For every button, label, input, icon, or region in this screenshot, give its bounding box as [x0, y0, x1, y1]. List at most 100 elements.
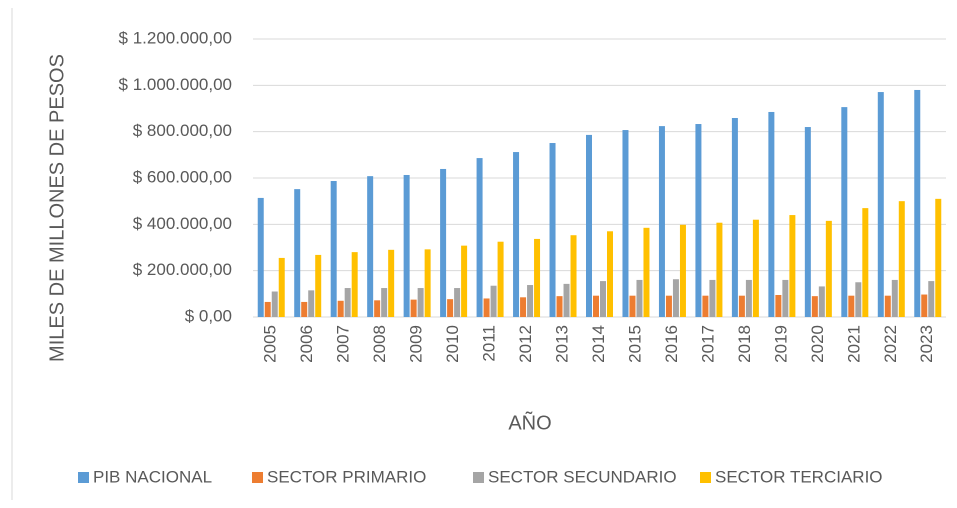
bar	[454, 288, 461, 317]
y-tick-label: $ 1.200.000,00	[119, 28, 232, 47]
x-tick-label: 2019	[771, 325, 790, 363]
bar	[716, 222, 723, 317]
bar	[447, 299, 454, 317]
x-tick-label: 2016	[662, 325, 681, 363]
legend-label: SECTOR SECUNDARIO	[488, 467, 677, 486]
bar	[520, 297, 527, 317]
bar	[490, 285, 497, 317]
bar	[497, 241, 504, 317]
y-tick-label: $ 0,00	[185, 306, 232, 325]
x-tick-label: 2023	[917, 325, 936, 363]
x-tick-label: 2006	[297, 325, 316, 363]
bar	[818, 286, 825, 317]
bar	[534, 238, 541, 317]
bar	[921, 294, 928, 317]
bar	[636, 279, 643, 317]
x-tick-label: 2021	[844, 325, 863, 363]
legend-swatch	[252, 472, 263, 483]
x-axis-label: AÑO	[508, 410, 551, 434]
bar	[877, 92, 884, 317]
bar	[914, 89, 921, 317]
bar	[811, 296, 818, 317]
bar	[271, 291, 278, 317]
bar	[374, 300, 381, 317]
legend-label: SECTOR TERCIARIO	[715, 467, 883, 486]
bar	[679, 224, 686, 317]
bar	[351, 252, 358, 317]
bar	[388, 249, 395, 317]
x-tick-label: 2005	[261, 325, 280, 363]
y-axis-label: MILES DE MILLONES DE PESOS	[46, 54, 68, 362]
y-tick-label: $ 400.000,00	[133, 214, 232, 233]
bar	[586, 134, 592, 317]
bar	[410, 299, 417, 317]
x-tick-label: 2015	[625, 325, 644, 363]
legend-swatch	[78, 472, 89, 483]
bar	[483, 298, 490, 317]
bar	[403, 174, 410, 317]
bar	[301, 301, 308, 317]
bar	[643, 227, 650, 317]
bar	[891, 279, 898, 317]
bar	[768, 111, 775, 317]
bar	[308, 290, 315, 317]
bar	[278, 257, 285, 317]
y-tick-label: $ 200.000,00	[133, 260, 232, 279]
x-tick-label: 2007	[334, 325, 353, 363]
bar	[337, 300, 344, 317]
x-tick-label: 2012	[516, 325, 535, 363]
x-tick-label: 2022	[881, 325, 900, 363]
x-tick-label: 2008	[370, 325, 389, 363]
bar	[294, 189, 301, 317]
y-tick-label: $ 1.000.000,00	[119, 75, 232, 94]
bar	[782, 279, 789, 317]
x-tick-label: 2011	[480, 325, 499, 362]
bar	[556, 296, 563, 317]
bar	[855, 282, 862, 317]
bar	[315, 254, 322, 317]
bar	[600, 281, 606, 317]
bar	[658, 126, 665, 318]
bar	[417, 288, 424, 317]
bar	[257, 197, 264, 317]
bar	[264, 301, 271, 317]
bar	[476, 158, 483, 317]
bar	[804, 127, 811, 318]
bar	[738, 295, 745, 317]
x-tick-label: 2009	[407, 325, 426, 363]
legend-swatch	[700, 472, 711, 483]
bar	[702, 295, 709, 317]
bar	[440, 168, 447, 317]
bar	[789, 215, 796, 317]
bar	[461, 245, 468, 317]
bar	[884, 295, 891, 317]
bar	[367, 176, 374, 317]
y-tick-label: $ 800.000,00	[133, 121, 232, 140]
bar	[825, 220, 832, 317]
bar	[928, 281, 935, 317]
bar	[330, 181, 337, 317]
bar	[424, 249, 431, 317]
bar	[709, 279, 716, 317]
bar	[862, 208, 869, 317]
bar	[570, 235, 577, 317]
y-tick-label: $ 600.000,00	[133, 167, 232, 186]
bar	[695, 124, 702, 317]
legend-label: SECTOR PRIMARIO	[267, 467, 426, 486]
bar	[381, 288, 388, 317]
bar	[593, 295, 599, 317]
bar	[898, 201, 905, 317]
bar	[665, 295, 672, 317]
bar	[745, 279, 752, 317]
bar	[622, 130, 629, 317]
x-tick-label: 2020	[808, 325, 827, 363]
x-tick-label: 2013	[553, 325, 572, 363]
legend-swatch	[473, 472, 484, 483]
legend-label: PIB NACIONAL	[93, 467, 212, 486]
bar	[513, 152, 520, 317]
bar	[672, 279, 679, 317]
x-tick-label: 2018	[735, 325, 754, 363]
bar	[848, 295, 855, 317]
bar	[731, 117, 738, 317]
